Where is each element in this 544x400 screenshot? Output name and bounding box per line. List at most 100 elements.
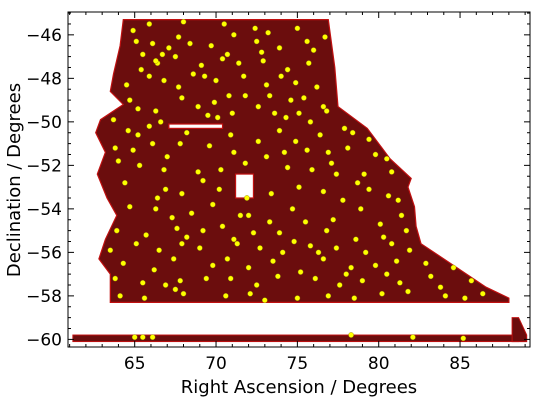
source-point [133, 240, 140, 247]
source-point [172, 53, 179, 60]
source-point [405, 288, 411, 295]
source-point [276, 229, 283, 236]
source-point [117, 293, 123, 299]
source-point [281, 149, 288, 156]
source-point [351, 295, 358, 301]
source-point [349, 129, 356, 136]
source-point [284, 66, 291, 73]
source-point [112, 145, 118, 151]
source-point [156, 247, 162, 253]
footprint-hole [234, 173, 255, 199]
source-point [323, 108, 330, 114]
source-point [157, 119, 164, 125]
source-point [294, 295, 301, 301]
source-point [307, 119, 314, 125]
source-point [296, 110, 302, 116]
source-point [423, 260, 429, 267]
source-point [450, 264, 457, 271]
source-point [301, 95, 307, 101]
source-point [211, 99, 218, 106]
source-point [146, 73, 153, 79]
source-point [385, 192, 392, 199]
source-point [250, 229, 257, 236]
source-point [357, 206, 364, 212]
source-point [114, 227, 120, 234]
source-point [138, 66, 144, 73]
source-point [468, 277, 475, 284]
source-point [162, 186, 169, 193]
source-point [406, 247, 413, 253]
source-point [305, 60, 312, 66]
source-point [164, 153, 170, 160]
source-point [292, 138, 299, 145]
source-point [304, 147, 310, 153]
x-axis-label: Right Ascension / Degrees [181, 377, 417, 398]
source-point [154, 195, 161, 201]
source-point [260, 58, 267, 64]
source-point [263, 82, 270, 88]
source-point [266, 219, 273, 225]
source-point [229, 110, 236, 116]
source-point [139, 279, 146, 286]
source-point [289, 206, 296, 212]
source-point [265, 29, 271, 36]
source-point [325, 149, 332, 156]
source-point [190, 71, 197, 77]
source-point [344, 145, 351, 151]
source-point [380, 234, 387, 240]
source-point [203, 275, 210, 282]
source-point [294, 25, 301, 32]
source-point [403, 227, 410, 234]
source-point [244, 195, 250, 201]
source-point [253, 38, 260, 45]
source-point [366, 186, 372, 193]
source-point [231, 32, 237, 38]
source-point [141, 295, 148, 301]
source-point [219, 56, 226, 62]
source-point [315, 249, 322, 256]
source-point [377, 221, 384, 227]
source-point [275, 273, 281, 280]
source-point [320, 103, 327, 110]
x-tick-label: 75 [287, 354, 309, 374]
source-point [297, 269, 304, 275]
source-point [398, 212, 405, 219]
source-point [372, 151, 379, 158]
x-tick-label: 70 [205, 354, 227, 374]
source-point [261, 297, 268, 304]
source-point [245, 212, 252, 219]
source-point [149, 140, 156, 147]
source-point [263, 153, 270, 160]
y-tick-label: −58 [26, 287, 62, 307]
source-point [340, 197, 346, 203]
source-point [200, 227, 206, 234]
source-point [180, 18, 187, 25]
source-point [354, 179, 361, 186]
source-point [166, 45, 172, 51]
source-point [115, 158, 122, 164]
source-point [231, 236, 237, 243]
source-point [255, 138, 262, 145]
source-point [410, 334, 416, 341]
source-point [159, 51, 166, 58]
source-point [198, 62, 205, 69]
y-tick-label: −60 [26, 330, 62, 350]
y-tick-label: −56 [26, 243, 62, 263]
source-point [252, 25, 258, 32]
source-point [146, 123, 153, 129]
source-point [427, 273, 434, 280]
source-point [123, 82, 130, 88]
source-point [479, 290, 486, 297]
source-point [214, 114, 221, 121]
axis-ticks: 65 70 75 80 85 −46 −48 −50 −52 −54 −56 −58 −60 [26, 12, 530, 374]
source-point [187, 40, 193, 47]
source-point [122, 179, 128, 186]
source-point [196, 245, 203, 251]
plot-frame [67, 11, 531, 348]
source-point [253, 282, 260, 288]
source-point [195, 169, 201, 175]
source-point [304, 38, 310, 45]
y-tick-label: −54 [26, 200, 62, 220]
source-point [279, 249, 286, 256]
